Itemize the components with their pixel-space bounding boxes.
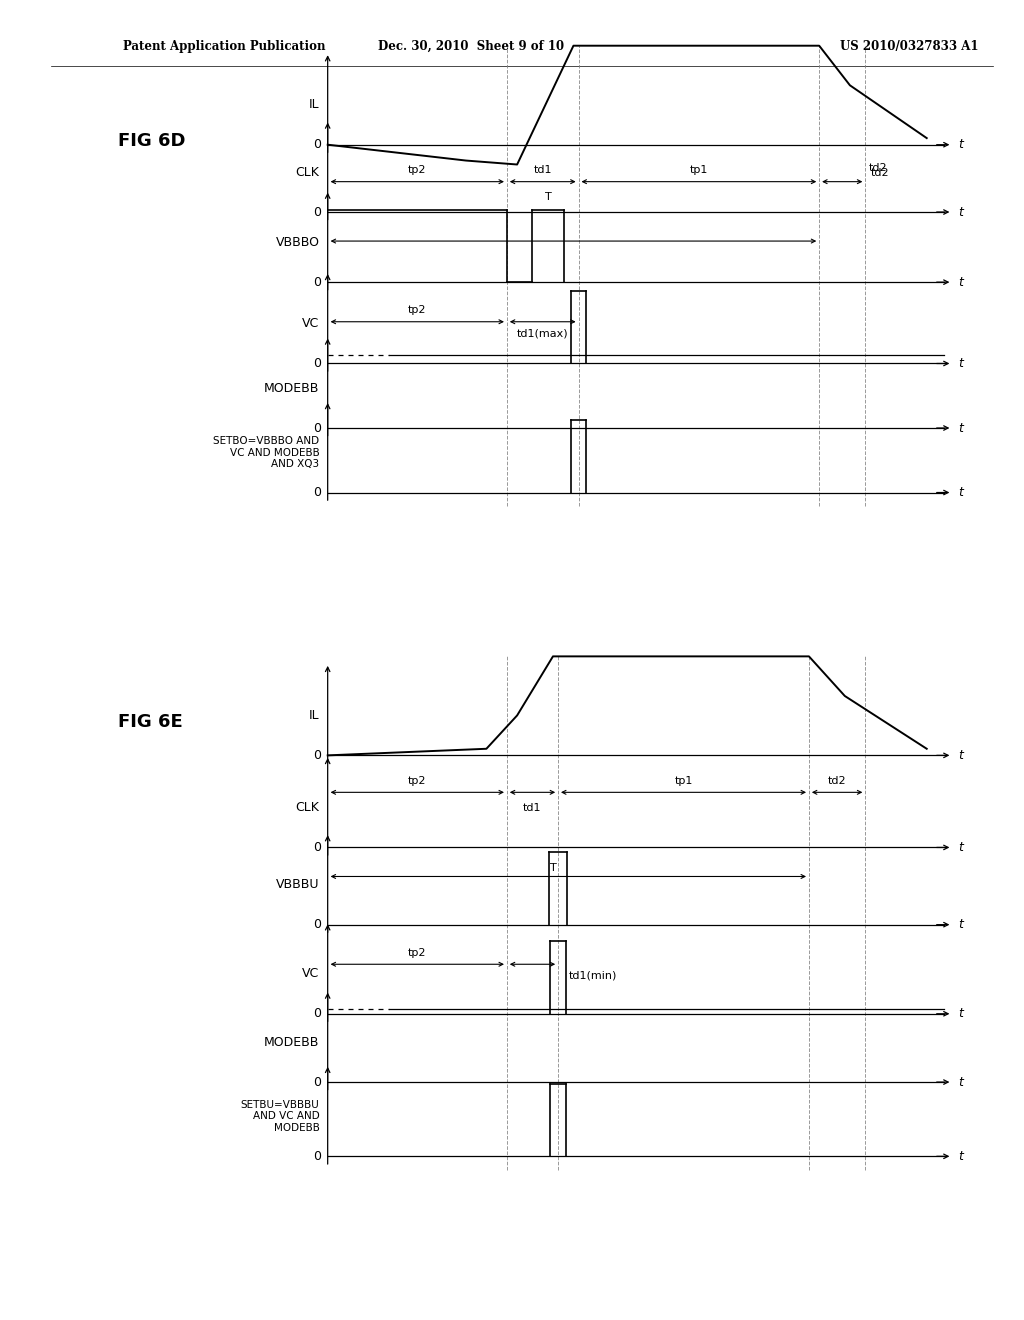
Text: MODEBB: MODEBB bbox=[264, 381, 319, 395]
Text: T: T bbox=[545, 191, 552, 202]
Text: SETBU=VBBBU
AND VC AND
MODEBB: SETBU=VBBBU AND VC AND MODEBB bbox=[241, 1100, 319, 1133]
Text: IL: IL bbox=[309, 709, 319, 722]
Text: CLK: CLK bbox=[296, 165, 319, 178]
Text: 0: 0 bbox=[313, 486, 322, 499]
Text: 0: 0 bbox=[313, 1076, 322, 1089]
Text: t: t bbox=[958, 1076, 964, 1089]
Text: td1: td1 bbox=[534, 165, 552, 176]
Text: VBBBO: VBBBO bbox=[275, 236, 319, 248]
Text: SETBO=VBBBO AND
VC AND MODEBB
AND XQ3: SETBO=VBBBO AND VC AND MODEBB AND XQ3 bbox=[213, 436, 319, 469]
Text: VC: VC bbox=[302, 317, 319, 330]
Text: US 2010/0327833 A1: US 2010/0327833 A1 bbox=[840, 40, 978, 53]
Text: FIG 6E: FIG 6E bbox=[118, 713, 182, 731]
Text: tp2: tp2 bbox=[408, 165, 427, 176]
Text: t: t bbox=[958, 748, 964, 762]
Text: VC: VC bbox=[302, 968, 319, 981]
Text: 0: 0 bbox=[313, 1007, 322, 1020]
Text: tp1: tp1 bbox=[675, 776, 692, 785]
Text: t: t bbox=[958, 139, 964, 152]
Text: VBBBU: VBBBU bbox=[276, 878, 319, 891]
Text: 0: 0 bbox=[313, 276, 322, 289]
Text: t: t bbox=[958, 841, 964, 854]
Text: Patent Application Publication: Patent Application Publication bbox=[123, 40, 326, 53]
Text: tp2: tp2 bbox=[408, 948, 427, 958]
Text: 0: 0 bbox=[313, 139, 322, 152]
Text: t: t bbox=[958, 276, 964, 289]
Text: t: t bbox=[958, 421, 964, 434]
Text: t: t bbox=[958, 356, 964, 370]
Text: td1: td1 bbox=[523, 803, 542, 813]
Text: t: t bbox=[958, 1150, 964, 1163]
Text: 0: 0 bbox=[313, 1150, 322, 1163]
Text: tp1: tp1 bbox=[690, 165, 708, 176]
Text: t: t bbox=[958, 206, 964, 219]
Text: t: t bbox=[958, 919, 964, 931]
Text: 0: 0 bbox=[313, 919, 322, 931]
Text: 0: 0 bbox=[313, 356, 322, 370]
Text: IL: IL bbox=[309, 98, 319, 111]
Text: td2: td2 bbox=[868, 164, 887, 173]
Text: tp2: tp2 bbox=[408, 305, 427, 315]
Text: 0: 0 bbox=[313, 748, 322, 762]
Text: td2: td2 bbox=[870, 168, 889, 178]
Text: MODEBB: MODEBB bbox=[264, 1036, 319, 1048]
Text: Dec. 30, 2010  Sheet 9 of 10: Dec. 30, 2010 Sheet 9 of 10 bbox=[378, 40, 564, 53]
Text: td2: td2 bbox=[827, 776, 847, 785]
Text: FIG 6D: FIG 6D bbox=[118, 132, 185, 150]
Text: tp2: tp2 bbox=[408, 776, 427, 785]
Text: 0: 0 bbox=[313, 421, 322, 434]
Text: CLK: CLK bbox=[296, 801, 319, 814]
Text: td1(max): td1(max) bbox=[517, 329, 568, 338]
Text: T: T bbox=[550, 862, 556, 873]
Text: 0: 0 bbox=[313, 841, 322, 854]
Text: td1(min): td1(min) bbox=[568, 972, 616, 981]
Text: 0: 0 bbox=[313, 206, 322, 219]
Text: t: t bbox=[958, 1007, 964, 1020]
Text: t: t bbox=[958, 486, 964, 499]
